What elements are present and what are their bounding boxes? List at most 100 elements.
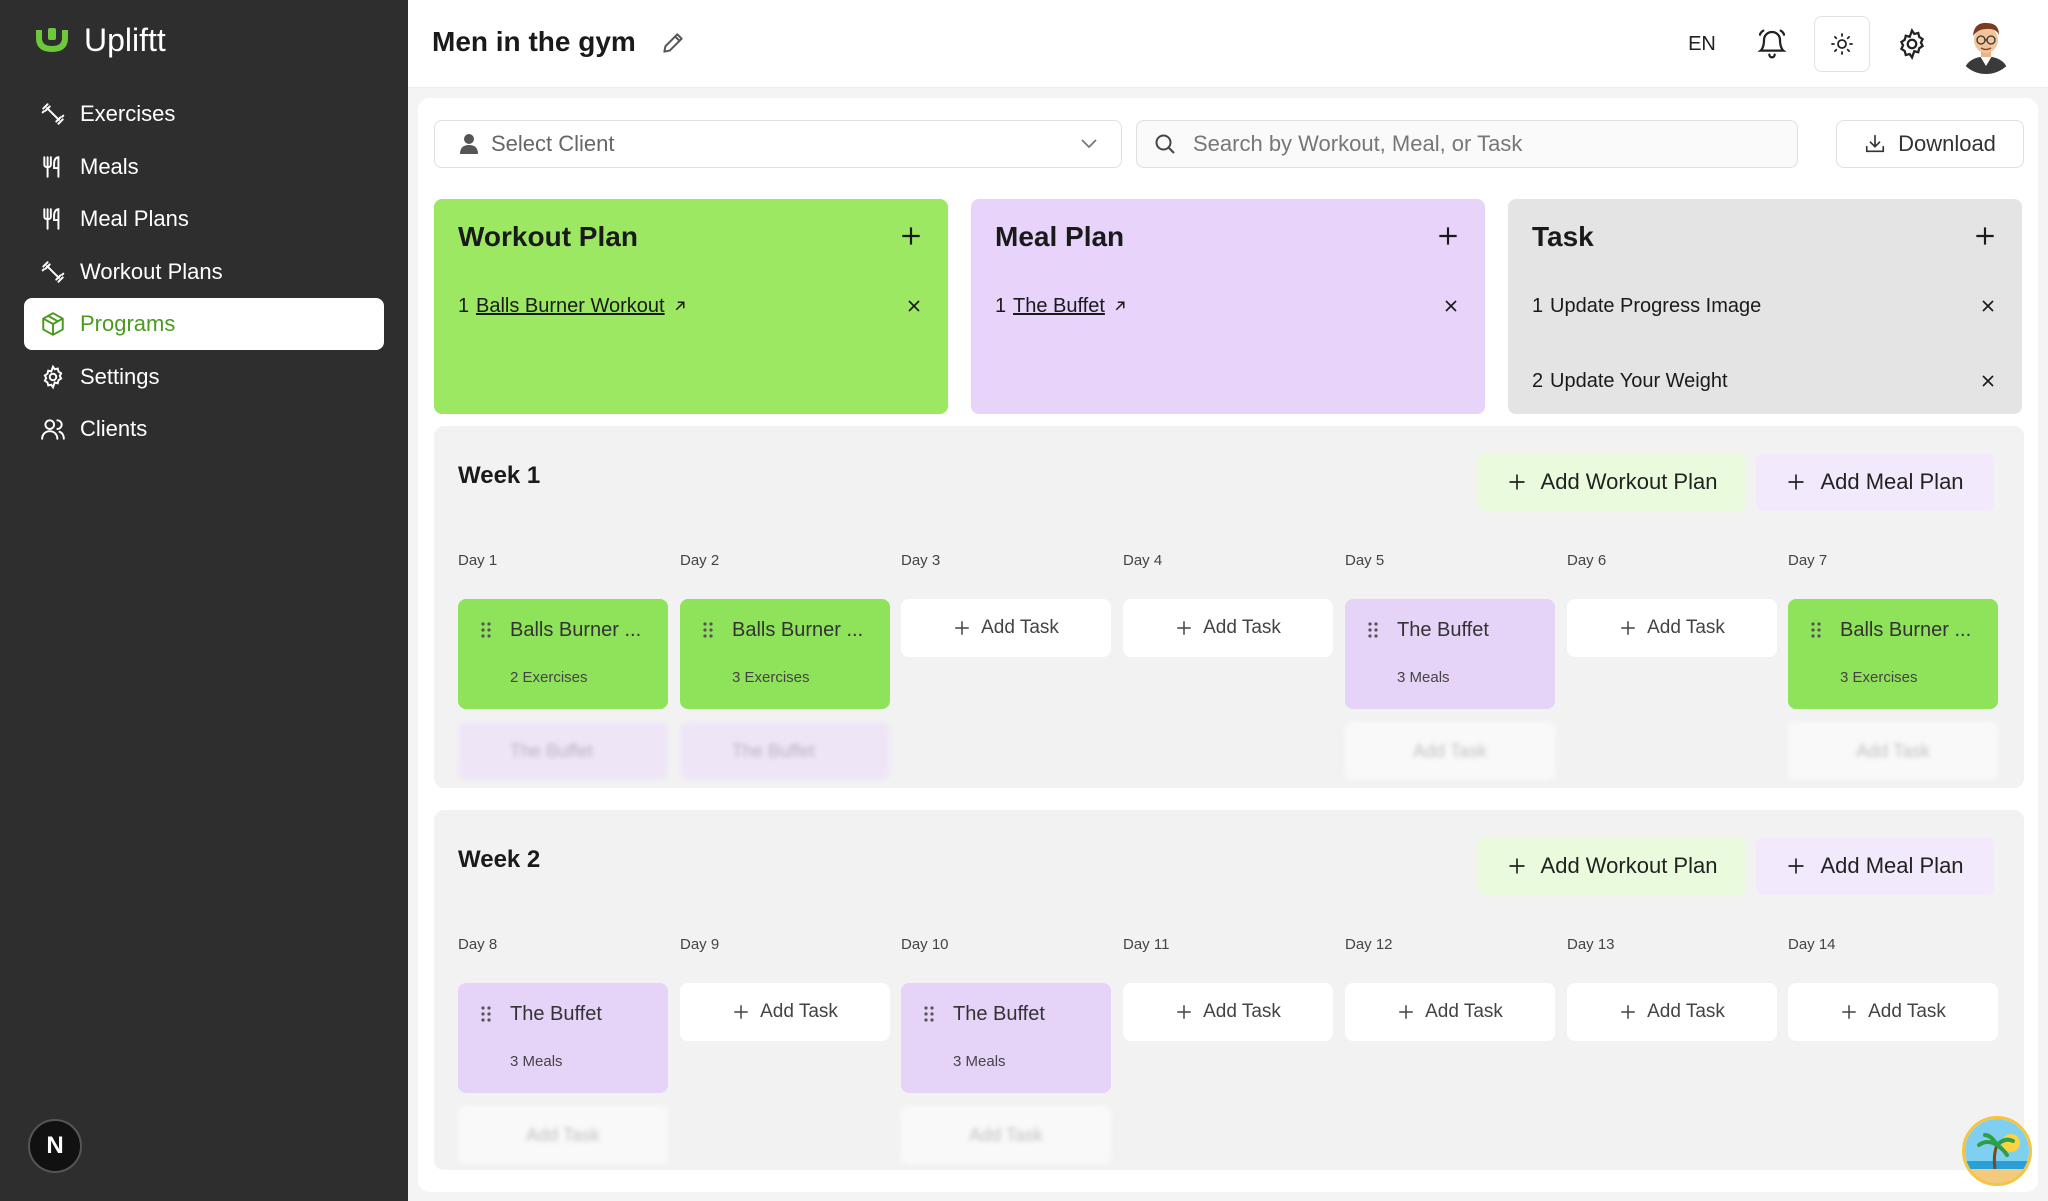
plus-icon [955, 621, 969, 635]
plan-list-item: 1 The Buffet [995, 291, 1461, 321]
add-workout-plan-button[interactable]: Add Workout Plan [1478, 837, 1746, 895]
meal-tile[interactable]: The Buffet 3 Meals [1345, 599, 1555, 709]
sidebar-item-meals[interactable]: Meals [24, 141, 384, 193]
tile-count: 3 Meals [953, 1053, 1006, 1070]
gear-icon [1899, 28, 1925, 60]
add-task-button[interactable]: Add Task [1123, 599, 1333, 657]
download-button[interactable]: Download [1836, 120, 2024, 168]
notifications-button[interactable] [1744, 16, 1800, 72]
sidebar-item-programs[interactable]: Programs [24, 298, 384, 350]
ghost-add-task: Add Task [1345, 722, 1555, 780]
plus-icon[interactable] [1972, 223, 1998, 249]
sun-icon [1831, 33, 1853, 55]
drag-handle-icon[interactable] [702, 621, 714, 639]
chevron-down-icon [1081, 139, 1097, 149]
external-link-icon[interactable] [671, 297, 689, 315]
workout-tile[interactable]: Balls Burner ... 3 Exercises [680, 599, 890, 709]
close-icon[interactable] [1978, 371, 1998, 391]
n-badge[interactable]: N [28, 1119, 82, 1173]
brand[interactable]: Upliftt [32, 22, 166, 59]
theme-toggle-button[interactable] [1814, 16, 1870, 72]
drag-handle-icon[interactable] [480, 1005, 492, 1023]
day-label: Day 8 [458, 936, 498, 953]
sidebar-item-label: Settings [80, 363, 160, 389]
drag-handle-icon[interactable] [1810, 621, 1822, 639]
plus-icon [1788, 474, 1804, 490]
plan-list-item: 1 Balls Burner Workout [458, 291, 924, 321]
plan-item-link[interactable]: The Buffet [1013, 294, 1105, 317]
avatar[interactable] [1956, 14, 2016, 74]
meal-tile[interactable]: The Buffet 3 Meals [901, 983, 1111, 1093]
sidebar-item-meal-plans[interactable]: Meal Plans [24, 193, 384, 245]
upliftt-logo-icon [36, 27, 68, 52]
sidebar-item-settings[interactable]: Settings [24, 351, 384, 403]
plan-item-index: 2 [1532, 369, 1544, 392]
day-label: Day 1 [458, 552, 498, 569]
beach-widget[interactable] [1962, 1116, 2032, 1186]
close-icon[interactable] [1441, 296, 1461, 316]
close-icon[interactable] [904, 296, 924, 316]
drag-handle-icon[interactable] [480, 621, 492, 639]
sidebar-item-exercises[interactable]: Exercises [24, 88, 384, 140]
add-meal-plan-button[interactable]: Add Meal Plan [1756, 837, 1994, 895]
add-task-button[interactable]: Add Task [1567, 599, 1777, 657]
plus-icon [1509, 474, 1525, 490]
plus-icon [1842, 1005, 1856, 1019]
plus-icon[interactable] [1435, 223, 1461, 249]
plus-icon [1509, 858, 1525, 874]
meal-tile[interactable]: The Buffet 3 Meals [458, 983, 668, 1093]
language-label: EN [1688, 32, 1716, 55]
plus-icon [734, 1005, 748, 1019]
page-title: Men in the gym [432, 26, 636, 57]
add-task-button[interactable]: Add Task [1567, 983, 1777, 1041]
workout-tile[interactable]: Balls Burner ... 3 Exercises [1788, 599, 1998, 709]
drag-handle-icon[interactable] [923, 1005, 935, 1023]
beach-icon [1965, 1119, 2029, 1183]
sidebar-item-label: Meals [80, 153, 139, 179]
task-card: Task 1 Update Progress Image 2 Update Yo… [1508, 199, 2022, 414]
add-task-label: Add Task [1868, 1001, 1946, 1022]
plus-icon[interactable] [898, 223, 924, 249]
tile-name: Balls Burner ... [732, 619, 864, 641]
box-icon [42, 312, 64, 336]
day-label: Day 10 [901, 936, 949, 953]
add-workout-plan-button[interactable]: Add Workout Plan [1478, 453, 1746, 511]
plan-item-link[interactable]: Balls Burner Workout [476, 294, 665, 317]
external-link-icon[interactable] [1111, 297, 1129, 315]
sidebar-item-label: Exercises [80, 101, 176, 126]
add-task-button[interactable]: Add Task [1788, 983, 1998, 1041]
search-field[interactable] [1136, 120, 1798, 168]
user-icon [460, 134, 478, 154]
day-label: Day 2 [680, 552, 720, 569]
sidebar-item-clients[interactable]: Clients [24, 403, 384, 455]
tile-name: The Buffet [510, 1003, 602, 1025]
sidebar-item-label: Programs [80, 311, 176, 336]
client-select[interactable]: Select Client [434, 120, 1122, 168]
day-label: Day 4 [1123, 552, 1163, 569]
workout-tile[interactable]: Balls Burner ... 2 Exercises [458, 599, 668, 709]
add-task-button[interactable]: Add Task [901, 599, 1111, 657]
ghost-add-task: Add Task [901, 1106, 1111, 1164]
sidebar-item-workout-plans[interactable]: Workout Plans [24, 246, 384, 298]
sidebar-nav: Exercises Meals Meal Plans Workout Plans… [24, 88, 384, 456]
add-task-button[interactable]: Add Task [1123, 983, 1333, 1041]
plan-item-name: Update Your Weight [1550, 369, 1728, 392]
ghost-meal-tile: The Buffet [458, 722, 668, 780]
pencil-icon[interactable] [660, 30, 686, 56]
dumbbell-icon [41, 103, 65, 125]
add-task-button[interactable]: Add Task [1345, 983, 1555, 1041]
sidebar-item-label: Workout Plans [80, 258, 223, 284]
tile-name: Balls Burner ... [510, 619, 642, 641]
language-button[interactable]: EN [1674, 16, 1730, 72]
search-input[interactable] [1193, 131, 1753, 157]
add-task-button[interactable]: Add Task [680, 983, 890, 1041]
tile-name: The Buffet [1397, 619, 1489, 641]
week-section: Week 2 Add Workout Plan Add Meal Plan Da… [434, 810, 2024, 1170]
add-meal-plan-button[interactable]: Add Meal Plan [1756, 453, 1994, 511]
add-task-label: Add Task [981, 617, 1059, 638]
settings-button[interactable] [1884, 16, 1940, 72]
day-label: Day 14 [1788, 936, 1836, 953]
drag-handle-icon[interactable] [1367, 621, 1379, 639]
close-icon[interactable] [1978, 296, 1998, 316]
tile-count: 3 Meals [510, 1053, 563, 1070]
